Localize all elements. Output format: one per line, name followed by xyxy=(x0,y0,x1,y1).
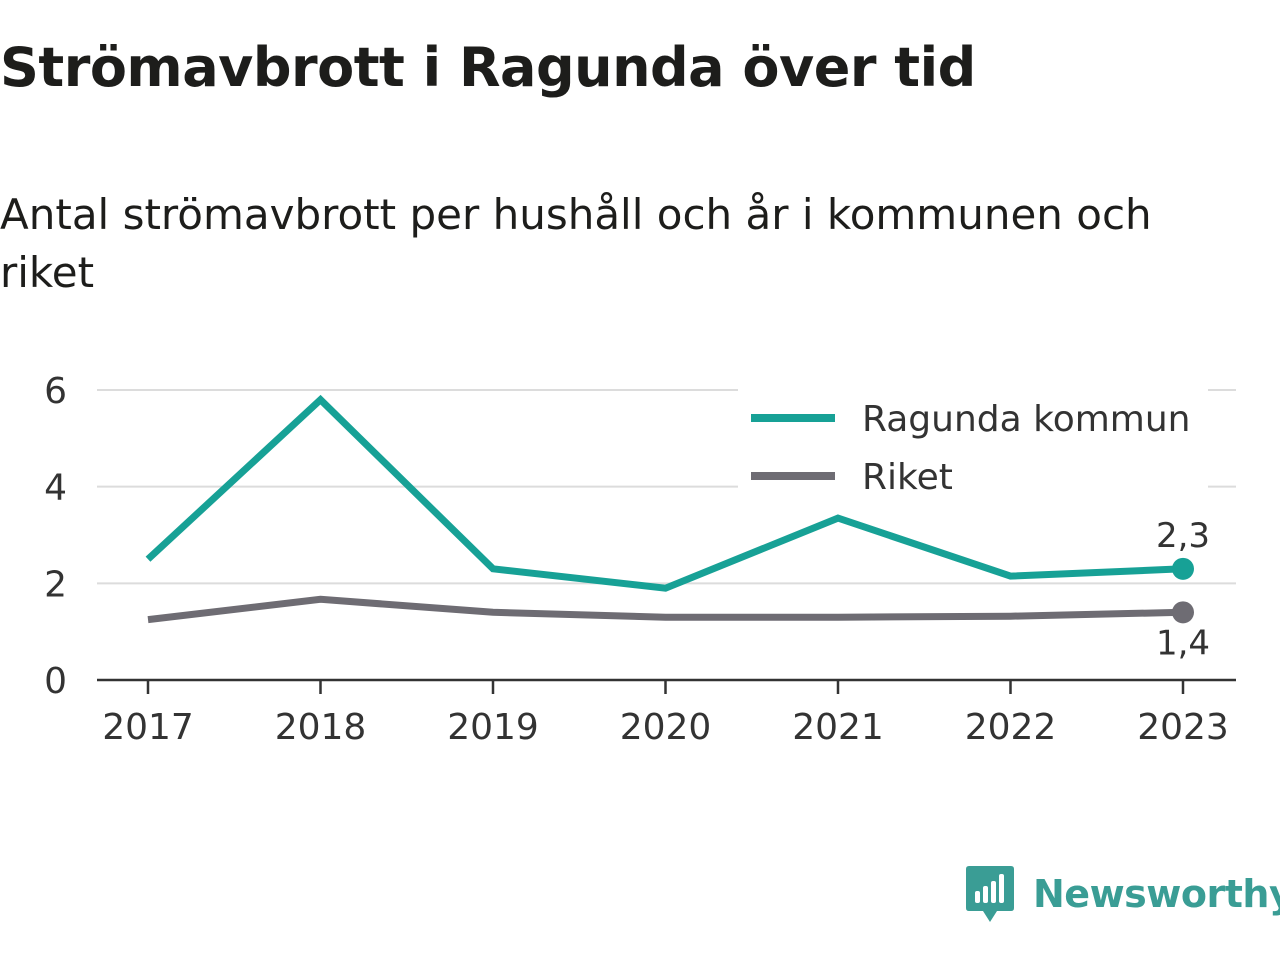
brand-name: Newsworthy xyxy=(1033,872,1280,916)
chart-title: Strömavbrott i Ragunda över tid xyxy=(0,36,976,99)
series-line xyxy=(147,595,1184,624)
x-tick-label: 2023 xyxy=(1137,707,1229,748)
x-tick-label: 2021 xyxy=(792,707,884,748)
x-tick-label: 2019 xyxy=(447,707,539,748)
x-axis-tick-labels: 2017 2018 2019 2020 2021 2022 2023 xyxy=(102,707,1229,748)
y-tick-label: 2 xyxy=(44,564,67,605)
chart-subtitle: Antal strömavbrott per hushåll och år i … xyxy=(0,190,1152,297)
x-tick-label: 2017 xyxy=(102,707,194,748)
legend-label: Riket xyxy=(862,457,953,498)
legend-label: Ragunda kommun xyxy=(862,399,1190,440)
y-tick-label: 4 xyxy=(44,468,67,509)
brand-logo: Newsworthy xyxy=(965,864,1280,924)
legend-items: Ragunda kommun Riket xyxy=(751,399,1190,498)
y-tick-label: 0 xyxy=(44,661,67,702)
end-label: 1,4 xyxy=(1156,623,1210,663)
end-labels: 2,3 1,4 xyxy=(1156,516,1210,664)
x-tick-label: 2018 xyxy=(275,707,367,748)
series-line xyxy=(145,394,1184,592)
newsworthy-logo-icon xyxy=(966,866,1014,922)
x-tick-label: 2022 xyxy=(965,707,1057,748)
legend: Ragunda kommun Riket xyxy=(738,384,1208,498)
x-tick-label: 2020 xyxy=(620,707,712,748)
x-axis-ticks xyxy=(146,680,1185,694)
end-markers xyxy=(1172,557,1194,624)
end-label: 2,3 xyxy=(1156,516,1210,556)
series-lines xyxy=(145,394,1184,624)
y-axis-tick-labels: 0 2 4 6 xyxy=(44,371,67,702)
y-tick-label: 6 xyxy=(44,371,67,412)
end-marker xyxy=(1172,557,1194,580)
end-marker xyxy=(1172,601,1194,624)
